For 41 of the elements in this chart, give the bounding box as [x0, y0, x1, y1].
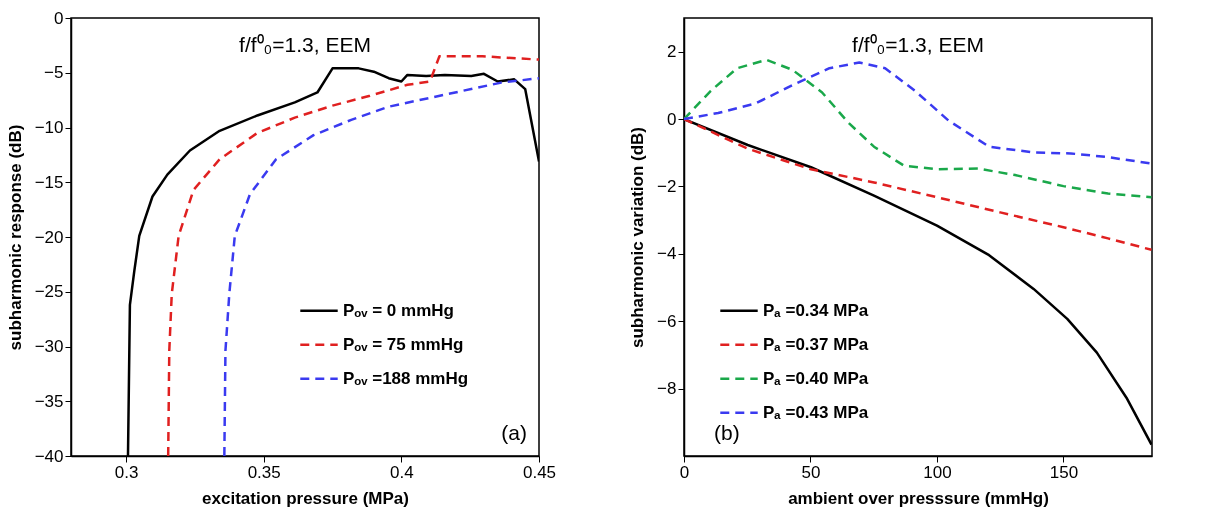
y-tick-label: 0 — [54, 8, 64, 28]
y-tick-label: −15 — [34, 172, 64, 192]
line-series — [684, 61, 1152, 165]
y-tick-label: −35 — [34, 391, 64, 411]
line-series — [684, 117, 1152, 252]
y-tick-label: −30 — [34, 337, 64, 356]
legend-label: Pₒᵥ = 0 mmHg — [343, 300, 454, 320]
y-axis-title: subharmonic response (dB) — [5, 124, 25, 351]
annotation: f/f⁰₀=1.3, EEM — [852, 33, 984, 56]
x-tick-label: 0.45 — [522, 462, 557, 482]
y-tick-label: −40 — [34, 446, 64, 466]
legend-label: Pₐ =0.37 MPa — [763, 334, 869, 354]
y-tick-label: −5 — [44, 63, 64, 83]
x-tick-label: 0.4 — [390, 462, 414, 482]
line-series — [223, 76, 539, 456]
y-tick-label: −10 — [34, 118, 64, 137]
annotation: (a) — [501, 421, 527, 444]
legend-label: Pₐ =0.40 MPa — [763, 368, 869, 388]
legend-label: Pₐ =0.34 MPa — [763, 300, 869, 320]
x-tick-label: 0.35 — [247, 462, 281, 482]
y-axis-title: subharmonic variation (dB) — [628, 126, 648, 349]
y-tick-label: −20 — [34, 227, 64, 247]
x-axis-title: ambient over presssure (mmHg) — [788, 488, 1049, 508]
x-axis-title: excitation pressure (MPa) — [202, 488, 409, 508]
annotation: (b) — [714, 421, 740, 444]
y-tick-label: 0 — [667, 109, 677, 129]
legend-label: Pₒᵥ = 75 mmHg — [343, 334, 464, 354]
y-tick-label: −6 — [657, 311, 677, 331]
y-tick-label: −2 — [657, 176, 677, 196]
x-tick-label: 0.3 — [114, 462, 139, 482]
y-tick-label: 2 — [667, 42, 677, 62]
y-tick-label: −8 — [657, 379, 677, 399]
legend-label: Pₐ =0.43 MPa — [763, 402, 869, 422]
annotation: f/f⁰₀=1.3, EEM — [239, 33, 371, 56]
line-series — [684, 58, 1152, 199]
y-tick-label: −25 — [34, 282, 64, 302]
x-tick-label: 100 — [923, 462, 952, 482]
x-tick-label: 50 — [801, 462, 821, 482]
y-tick-label: −4 — [657, 244, 677, 264]
x-tick-label: 150 — [1049, 462, 1079, 482]
legend-label: Pₒᵥ =188 mmHg — [343, 368, 469, 388]
